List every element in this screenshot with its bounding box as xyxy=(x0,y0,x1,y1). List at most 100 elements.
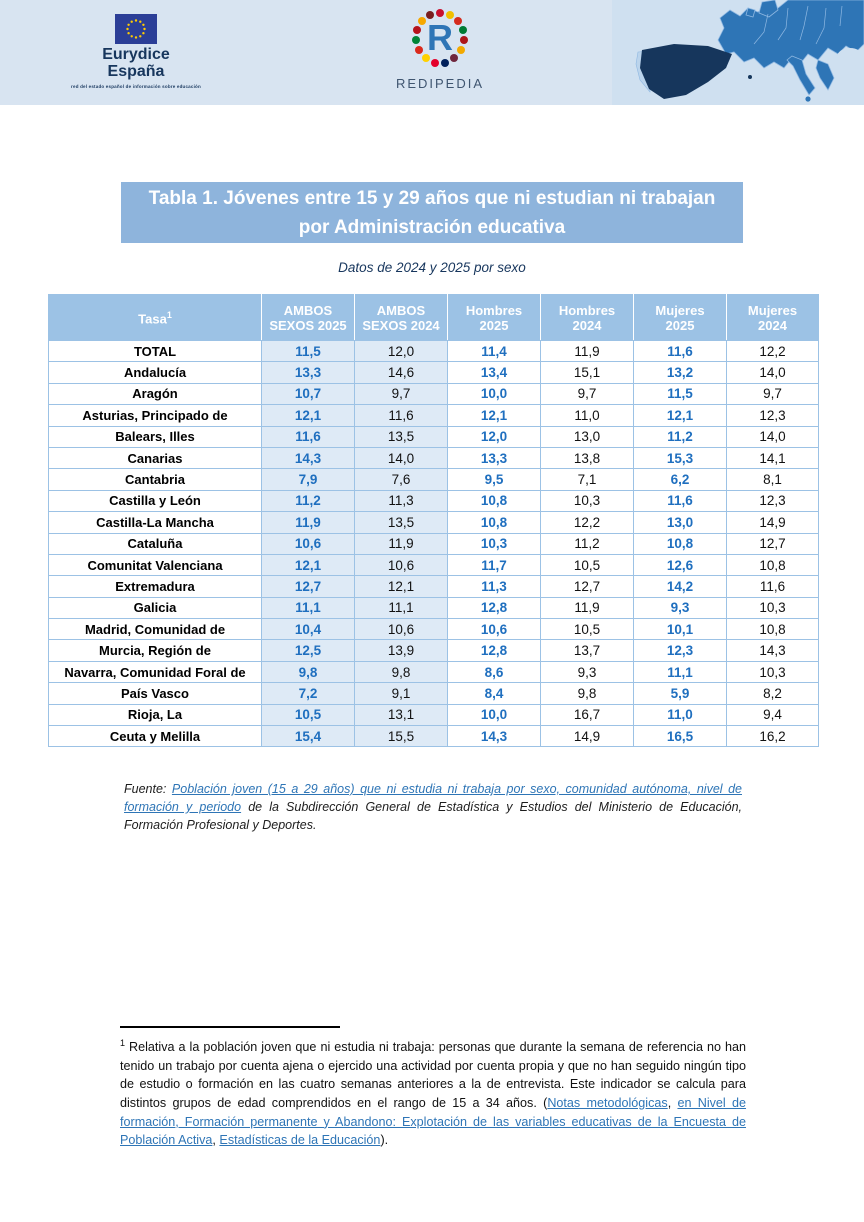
column-header: Hombres 2025 xyxy=(447,294,541,341)
redipedia-letter: R xyxy=(427,17,453,58)
value-cell: 9,8 xyxy=(540,682,634,705)
value-cell: 15,5 xyxy=(354,725,448,748)
value-cell: 10,3 xyxy=(447,532,541,555)
value-cell: 12,3 xyxy=(726,489,819,513)
region-label: Canarias xyxy=(48,446,262,470)
value-cell: 12,1 xyxy=(261,553,355,577)
value-cell: 12,0 xyxy=(447,425,541,448)
source-note: Fuente: Población joven (15 a 29 años) q… xyxy=(124,780,742,834)
value-cell: 15,3 xyxy=(633,446,727,470)
value-cell: 11,5 xyxy=(633,382,727,406)
value-cell: 13,5 xyxy=(354,425,448,448)
value-cell: 14,2 xyxy=(633,575,727,598)
value-cell: 11,4 xyxy=(447,339,541,363)
value-cell: 15,4 xyxy=(261,725,355,748)
value-cell: 10,3 xyxy=(726,660,819,684)
value-cell: 9,7 xyxy=(726,382,819,406)
value-cell: 10,7 xyxy=(261,382,355,406)
source-rest: de la Subdirección General de Estadístic… xyxy=(124,800,743,832)
table-row: Castilla y León 11,2 11,3 10,8 10,3 11,6 12,3 xyxy=(48,489,819,513)
region-label: Balears, Illes xyxy=(48,425,262,448)
value-cell: 9,7 xyxy=(540,382,634,406)
table-row: TOTAL 11,5 12,0 11,4 11,9 11,6 12,2 xyxy=(48,339,819,363)
table-header-row: Tasa1 AMBOS SEXOS 2025 AMBOS SEXOS 2024 Hombr… xyxy=(48,294,819,341)
region-label: Galicia xyxy=(48,596,262,620)
value-cell: 12,2 xyxy=(726,339,819,363)
table-row: Comunitat Valenciana 12,1 10,6 11,7 10,5 12,6… xyxy=(48,553,819,577)
value-cell: 5,9 xyxy=(633,682,727,705)
value-cell: 9,3 xyxy=(540,660,634,684)
footnote-link-2[interactable]: en Nivel de formación, Formación permane… xyxy=(120,1095,747,1148)
region-label: Andalucía xyxy=(48,361,262,384)
region-label: Comunitat Valenciana xyxy=(48,553,262,577)
table-row: Andalucía 13,3 14,6 13,4 15,1 13,2 14,0 xyxy=(48,361,819,384)
footnote-sep-2: , xyxy=(212,1133,220,1148)
footnote-link-1[interactable]: Notas metodológicas xyxy=(547,1095,668,1110)
value-cell: 16,2 xyxy=(726,725,819,748)
value-cell: 13,0 xyxy=(633,511,727,534)
table-row: Cantabria 7,9 7,6 9,5 7,1 6,2 8,1 xyxy=(48,468,819,491)
value-cell: 13,5 xyxy=(354,511,448,534)
source-prefix: Fuente: xyxy=(124,782,172,796)
value-cell: 9,1 xyxy=(354,682,448,705)
title-line-1: Tabla 1. Jóvenes entre 15 y 29 años que … xyxy=(148,188,716,209)
value-cell: 11,9 xyxy=(540,339,634,363)
column-header: AMBOS SEXOS 2025 xyxy=(261,294,355,341)
table-row: Rioja, La 10,5 13,1 10,0 16,7 11,0 9,4 xyxy=(48,703,819,727)
eurydice-subtitle: España xyxy=(107,63,165,80)
value-cell: 7,6 xyxy=(354,468,448,491)
value-cell: 11,0 xyxy=(540,404,634,427)
value-cell: 10,3 xyxy=(540,489,634,513)
value-cell: 12,7 xyxy=(726,532,819,555)
value-cell: 10,6 xyxy=(354,553,448,577)
table-row: País Vasco 7,2 9,1 8,4 9,8 5,9 8,2 xyxy=(48,682,819,705)
value-cell: 10,5 xyxy=(540,618,634,641)
value-cell: 10,8 xyxy=(633,532,727,555)
value-cell: 10,8 xyxy=(447,489,541,513)
value-cell: 14,9 xyxy=(540,725,634,748)
value-cell: 10,6 xyxy=(447,618,541,641)
value-cell: 11,1 xyxy=(354,596,448,620)
value-cell: 10,5 xyxy=(261,703,355,727)
value-cell: 11,5 xyxy=(261,339,355,363)
table-subtitle: Datos de 2024 y 2025 por sexo xyxy=(338,260,526,275)
value-cell: 12,0 xyxy=(354,339,448,363)
table-row: Aragón 10,7 9,7 10,0 9,7 11,5 9,7 xyxy=(48,382,819,406)
eurydice-tagline: red del estado español de información so… xyxy=(71,84,201,89)
value-cell: 11,1 xyxy=(633,660,727,684)
value-cell: 11,9 xyxy=(354,532,448,555)
source-link[interactable]: Población joven (15 a 29 años) que ni es… xyxy=(124,782,742,814)
value-cell: 12,1 xyxy=(633,404,727,427)
value-cell: 11,9 xyxy=(261,511,355,534)
value-cell: 12,8 xyxy=(447,596,541,620)
table-row: Navarra, Comunidad Foral de 9,8 9,8 8,6 9,3 1… xyxy=(48,660,819,684)
neet-data-table: Tasa1 AMBOS SEXOS 2025 AMBOS SEXOS 2024 Hombr… xyxy=(48,294,819,748)
region-label: Aragón xyxy=(48,382,262,406)
value-cell: 8,2 xyxy=(726,682,819,705)
value-cell: 12,3 xyxy=(633,639,727,662)
value-cell: 12,1 xyxy=(354,575,448,598)
value-cell: 11,2 xyxy=(540,532,634,555)
value-cell: 11,6 xyxy=(726,575,819,598)
value-cell: 12,2 xyxy=(540,511,634,534)
value-cell: 12,8 xyxy=(447,639,541,662)
table-body: TOTAL 11,5 12,0 11,4 11,9 11,6 12,2 Andalucía 13… xyxy=(48,339,819,748)
region-label: Cataluña xyxy=(48,532,262,555)
value-cell: 15,1 xyxy=(540,361,634,384)
value-cell: 11,6 xyxy=(354,404,448,427)
value-cell: 13,4 xyxy=(447,361,541,384)
table-row: Galicia 11,1 11,1 12,8 11,9 9,3 10,3 xyxy=(48,596,819,620)
redipedia-logo: R REDIPEDIA xyxy=(377,6,503,91)
value-cell: 9,7 xyxy=(354,382,448,406)
value-cell: 6,2 xyxy=(633,468,727,491)
table-row: Cataluña 10,6 11,9 10,3 11,2 10,8 12,7 xyxy=(48,532,819,555)
value-cell: 12,7 xyxy=(261,575,355,598)
footnote-text: Relativa a la población joven que ni est… xyxy=(120,1040,746,1110)
value-cell: 9,8 xyxy=(261,660,355,684)
value-cell: 14,0 xyxy=(726,425,819,448)
region-label: Murcia, Región de xyxy=(48,639,262,662)
value-cell: 13,0 xyxy=(540,425,634,448)
redipedia-ring-icon: R xyxy=(412,9,468,67)
footnote-link-3[interactable]: Estadísticas de la Educación xyxy=(219,1133,381,1148)
